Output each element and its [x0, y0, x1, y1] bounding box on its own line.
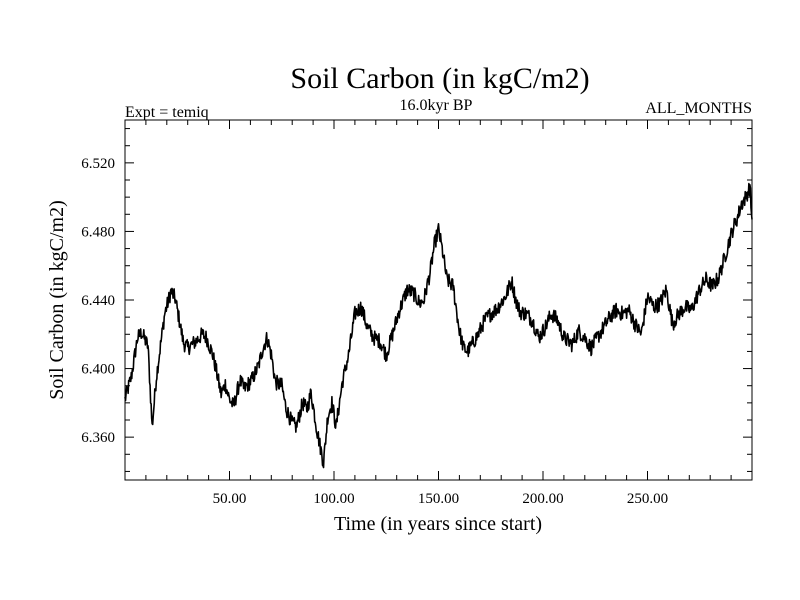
months-label: ALL_MONTHS [645, 100, 752, 117]
x-axis-label: Time (in years since start) [334, 513, 542, 535]
x-tick-label: 100.00 [313, 491, 354, 507]
y-tick-label: 6.440 [81, 293, 115, 309]
series-line-soil-carbon [124, 182, 753, 469]
chart-title: Soil Carbon (in kgC/m2) [290, 62, 589, 95]
x-axis-ticks [145, 120, 732, 480]
y-tick-label: 6.360 [81, 430, 115, 446]
y-axis-label: Soil Carbon (in kgC/m2) [46, 200, 68, 399]
x-tick-label: 200.00 [522, 491, 563, 507]
experiment-label: Expt = temiq [125, 104, 209, 121]
x-tick-label: 150.00 [418, 491, 459, 507]
y-tick-label: 6.520 [81, 156, 115, 172]
y-tick-label: 6.400 [81, 362, 115, 378]
x-tick-label: 50.00 [213, 491, 247, 507]
y-axis-tick-labels: 6.360 6.400 6.440 6.480 6.520 [81, 156, 115, 446]
y-tick-label: 6.480 [81, 224, 115, 240]
x-axis-tick-labels: 50.00 100.00 150.00 200.00 250.00 [213, 491, 669, 507]
y-axis-ticks [125, 128, 752, 472]
plot-frame [124, 119, 753, 481]
x-tick-label: 250.00 [627, 491, 668, 507]
period-label: 16.0kyr BP [400, 97, 473, 114]
